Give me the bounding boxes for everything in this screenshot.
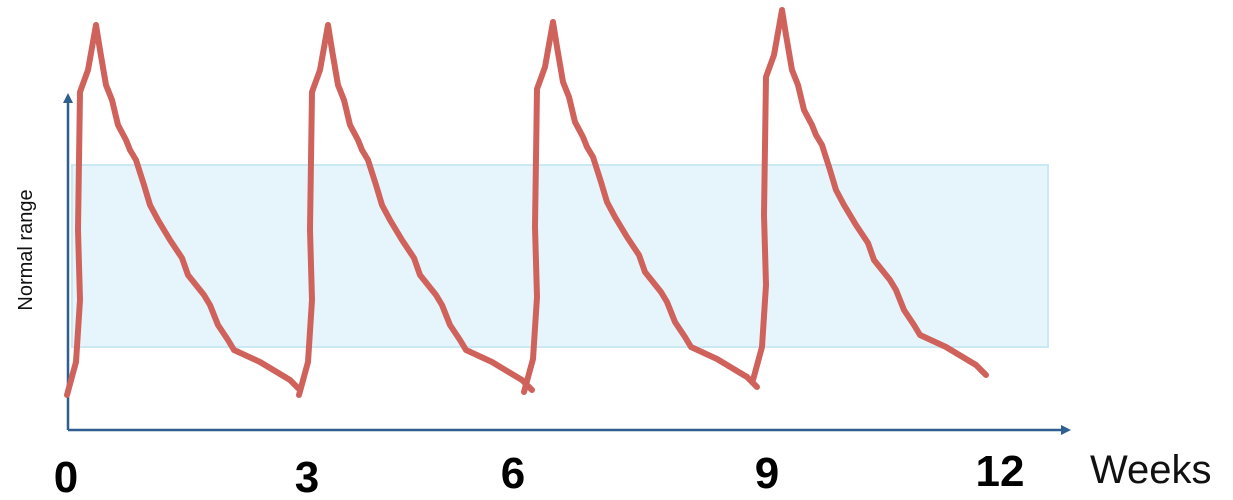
y-axis-label: Normal range bbox=[15, 189, 37, 310]
normal-range-band bbox=[71, 164, 1049, 348]
x-tick-label: 9 bbox=[755, 449, 779, 498]
x-tick-label: 3 bbox=[295, 453, 319, 500]
x-tick-label: 12 bbox=[976, 447, 1025, 496]
x-tick-label: 6 bbox=[501, 449, 525, 498]
x-axis-label: Weeks bbox=[1090, 448, 1212, 492]
x-tick-label: 0 bbox=[54, 453, 78, 500]
